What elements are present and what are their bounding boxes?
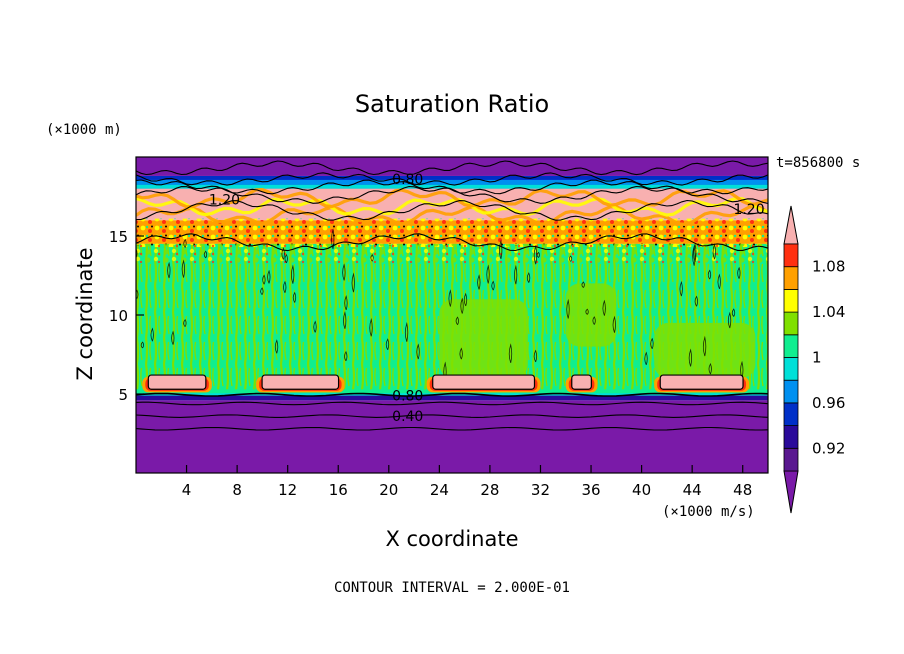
green-region-2 xyxy=(565,283,617,347)
low-cloud-patch-4 xyxy=(654,374,750,393)
colorbar-tick-label-4: 1.08 xyxy=(812,258,845,276)
colorbar-tick-label-2: 1 xyxy=(812,349,822,367)
time-label: t=856800 s xyxy=(776,155,860,171)
y-axis-label: Z coordinate xyxy=(73,247,97,380)
colorbar-level-6 xyxy=(783,311,799,336)
x-tick-label-7: 32 xyxy=(531,481,550,499)
x-tick-label-0: 4 xyxy=(182,481,192,499)
upper-cloud-fringe xyxy=(136,243,768,265)
pink-layer-filaments xyxy=(136,187,768,227)
x-tick-label-2: 12 xyxy=(278,481,297,499)
colorbar-tick-label-3: 1.04 xyxy=(812,303,845,321)
field-band-0 xyxy=(136,400,768,473)
green-region-1 xyxy=(654,322,756,379)
colorbar-level-9 xyxy=(783,243,799,268)
colorbar-level-4 xyxy=(783,357,799,381)
field-band-1 xyxy=(136,394,768,401)
colorbar-tick-label-1: 0.96 xyxy=(812,394,845,412)
x-axis-label: X coordinate xyxy=(385,527,518,551)
colorbar-level-7 xyxy=(783,288,799,313)
colorbar-tick-label-0: 0.92 xyxy=(812,439,845,457)
colorbar-over-arrow xyxy=(783,205,799,245)
low-cloud-patch-1 xyxy=(256,374,345,393)
x-tick-label-9: 40 xyxy=(632,481,651,499)
title-group: Saturation Ratio (×1000 m) t=856800 s xyxy=(46,90,860,171)
strip-top-blue xyxy=(136,179,768,185)
x-axis: 4 8 12 16 20 24 28 32 36 40 44 48 xyxy=(182,465,752,499)
contour-label-2: 1.20 xyxy=(733,202,764,218)
y-tick-label-2: 15 xyxy=(109,228,128,246)
strip-top-cyan xyxy=(136,184,768,189)
y-tick-label-1: 10 xyxy=(109,307,128,325)
colorbar-level-5 xyxy=(783,334,799,358)
x-tick-label-1: 8 xyxy=(232,481,242,499)
x-tick-label-6: 28 xyxy=(480,481,499,499)
contour-label-1: 0.80 xyxy=(392,172,423,188)
colorbar-under-arrow xyxy=(783,470,799,514)
colorbar-level-0 xyxy=(783,447,799,472)
y-axis: 5 10 15 xyxy=(109,228,144,404)
low-cloud-patch-3 xyxy=(565,374,598,393)
x-tick-label-5: 24 xyxy=(430,481,449,499)
contour-label-4: 0.40 xyxy=(392,409,423,425)
x-unit-label: (×1000 m/s) xyxy=(662,504,755,520)
colorbar-level-8 xyxy=(783,266,799,290)
chart-title: Saturation Ratio xyxy=(355,90,549,118)
low-cloud-patch-0 xyxy=(142,374,212,393)
contour-interval-note: CONTOUR INTERVAL = 2.000E-01 xyxy=(334,580,570,596)
x-tick-label-4: 20 xyxy=(379,481,398,499)
x-tick-label-10: 44 xyxy=(683,481,702,499)
colorbar-level-2 xyxy=(783,402,799,426)
contour-label-0: 1.20 xyxy=(209,192,240,208)
x-tick-label-8: 36 xyxy=(581,481,600,499)
colorbar-level-1 xyxy=(783,425,799,449)
contour-lines xyxy=(136,160,768,431)
colorbar: 0.92 0.96 1 1.04 1.08 xyxy=(783,205,845,514)
x-tick-label-11: 48 xyxy=(733,481,752,499)
upper-cloud-noise xyxy=(136,218,768,248)
low-cloud-patch-2 xyxy=(426,374,541,393)
x-tick-label-3: 16 xyxy=(329,481,348,499)
y-tick-label-0: 5 xyxy=(118,386,128,404)
plot-area: 1.20 0.80 1.20 0.80 0.40 xyxy=(136,157,768,473)
contour-label-3: 0.80 xyxy=(392,388,423,404)
colorbar-level-3 xyxy=(783,379,799,404)
field-band-6 xyxy=(136,157,768,176)
green-region-0 xyxy=(439,299,528,379)
y-unit-label: (×1000 m) xyxy=(46,122,122,138)
